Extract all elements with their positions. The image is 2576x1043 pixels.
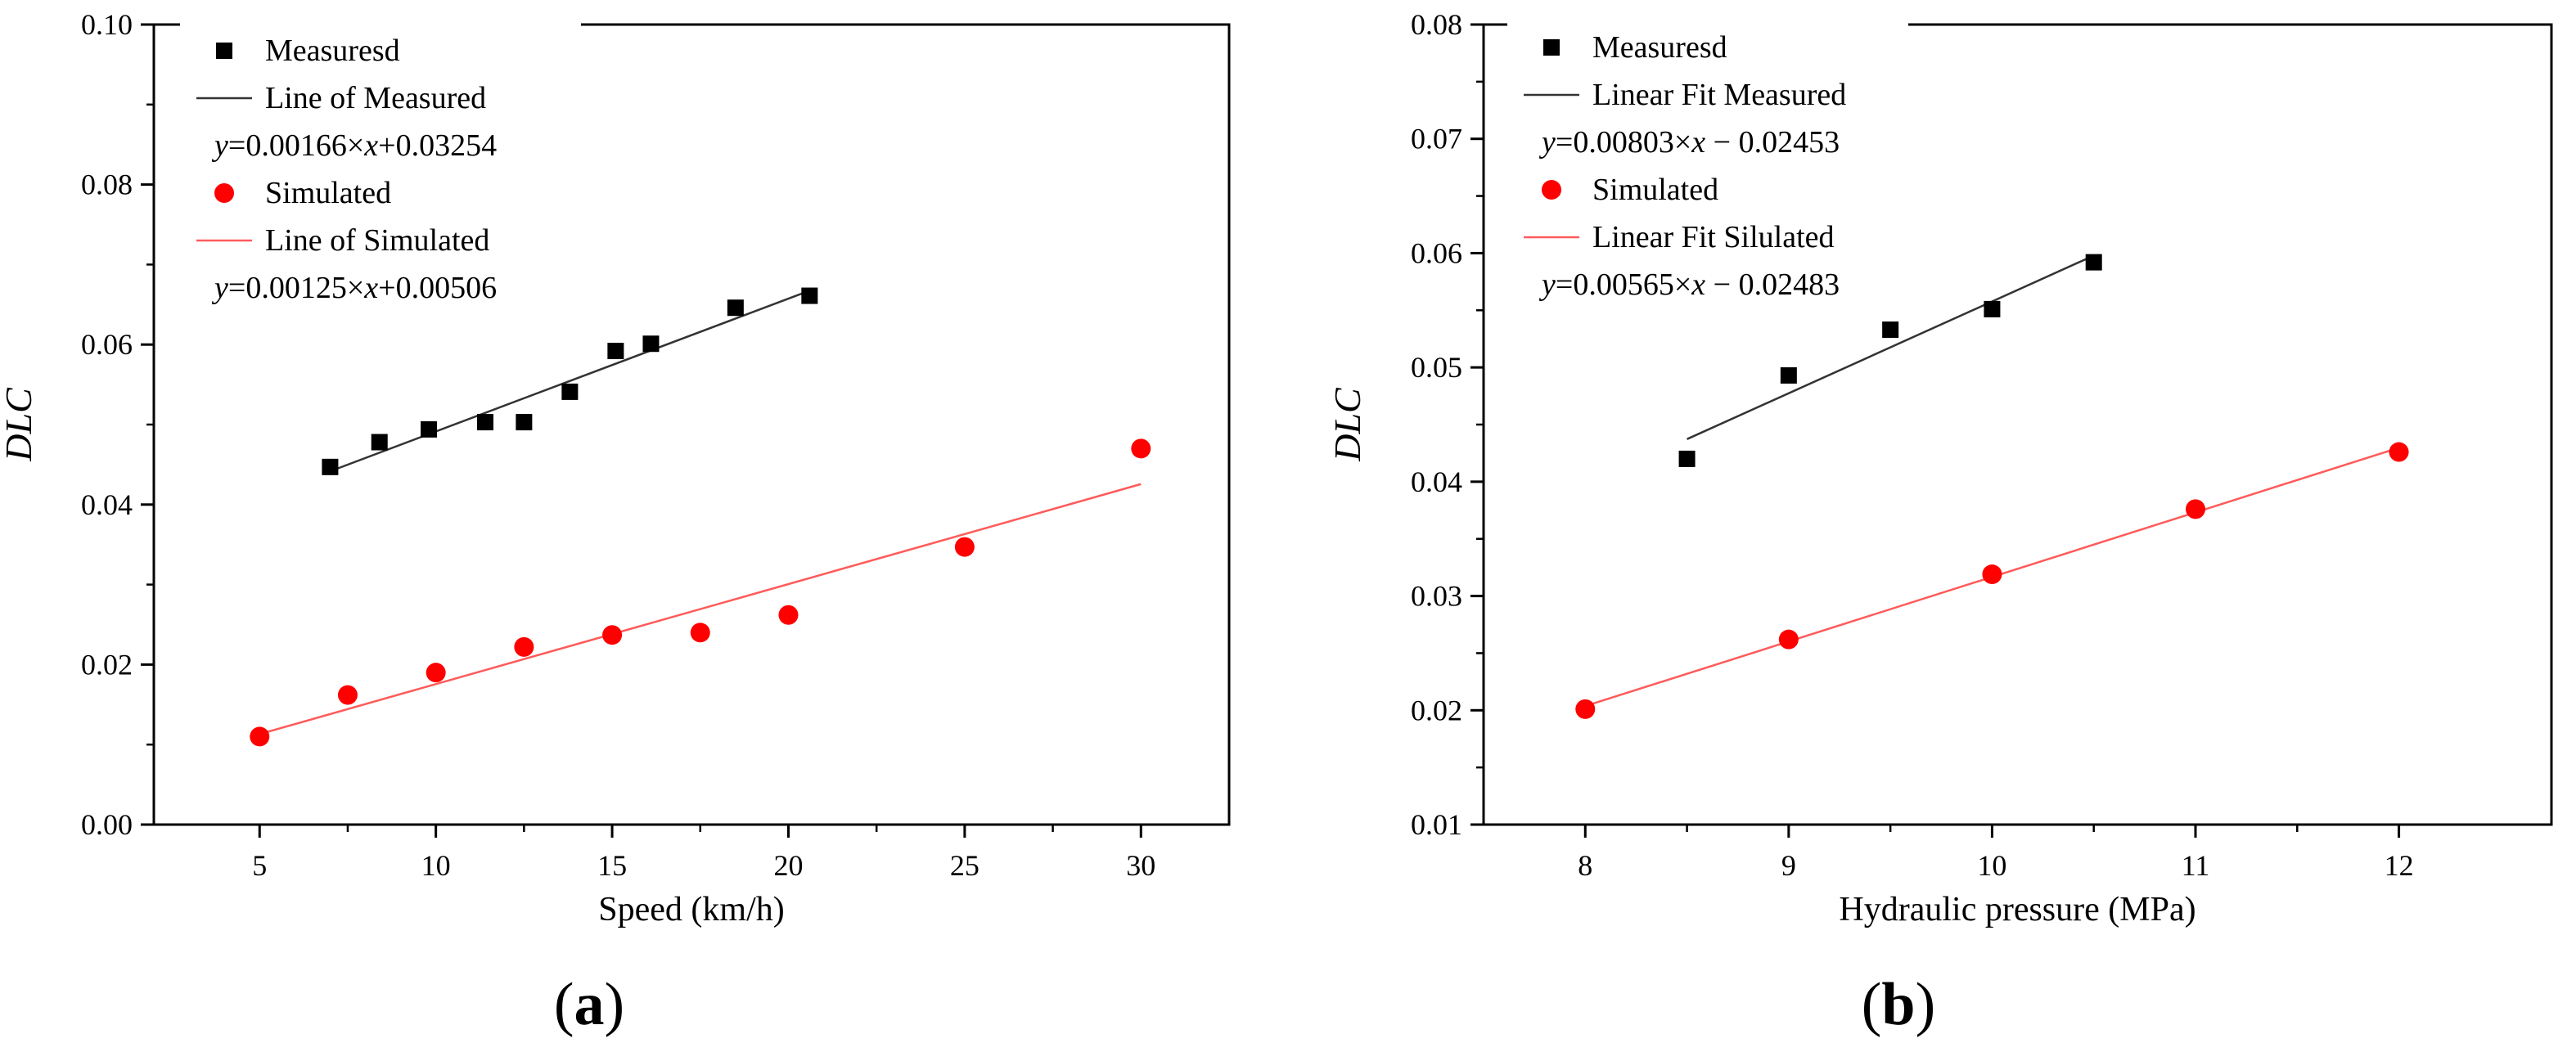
x-tick-label: 12 xyxy=(2385,849,2414,882)
legend-simulated-label: Simulated xyxy=(1592,173,1718,207)
legend-fit-label: Linear Fit Measured xyxy=(1592,78,1846,112)
legend-simulated-marker xyxy=(1542,180,1561,200)
legend-fit-label: Line of Measured xyxy=(265,81,486,115)
simulated-point xyxy=(602,625,623,645)
measured-point xyxy=(607,343,624,360)
simulated-point xyxy=(1778,629,1799,650)
measured-point xyxy=(1882,321,1899,339)
y-tick-label: 0.05 xyxy=(1411,351,1462,384)
legend-simulated-label: Simulated xyxy=(265,176,391,210)
y-tick-label: 0.10 xyxy=(81,8,133,41)
legend-background xyxy=(180,21,581,308)
simulated-point xyxy=(337,685,358,705)
y-tick-label: 0.07 xyxy=(1411,123,1462,155)
legend-measured-label: Measuresd xyxy=(265,34,400,68)
legend-simulated-marker xyxy=(214,183,234,203)
chart-panel-2: 8 9 10 11 12 0.01 0.02 0.03 0.04 0.05 0.06 0.07 0.08… xyxy=(1326,8,2553,1038)
x-tick-label: 5 xyxy=(252,849,267,882)
y-tick-label: 0.08 xyxy=(81,169,133,201)
simulated-point xyxy=(1982,564,2002,585)
measured-fit-line xyxy=(1687,254,2095,440)
measured-point xyxy=(421,420,438,438)
fit-equation: y=0.00125×x+0.00506 xyxy=(211,271,497,305)
measured-point xyxy=(1984,300,2001,317)
y-axis-label: DLC xyxy=(0,387,39,462)
measured-point xyxy=(2085,254,2102,271)
simulated-fit-line xyxy=(259,483,1142,735)
x-tick-label: 20 xyxy=(773,849,803,882)
simulated-point xyxy=(690,623,710,643)
y-tick-label: 0.06 xyxy=(81,328,133,361)
y-tick-label: 0.01 xyxy=(1411,808,1462,841)
y-tick-label: 0.04 xyxy=(81,488,133,521)
x-axis-label: Speed (km/h) xyxy=(598,891,784,928)
measured-point xyxy=(1780,366,1797,384)
fit-equation: y=0.00803×x − 0.02453 xyxy=(1538,125,1840,160)
legend-measured-marker xyxy=(216,43,232,59)
simulated-point xyxy=(1131,438,1151,459)
legend-measured-label: Measuresd xyxy=(1592,30,1727,65)
x-tick-label: 10 xyxy=(1977,849,2006,882)
measured-point xyxy=(1678,450,1696,467)
y-tick-label: 0.08 xyxy=(1411,8,1462,41)
fit-equation: y=0.00166×x+0.03254 xyxy=(211,128,497,163)
legend-background xyxy=(1507,18,1908,304)
x-tick-label: 8 xyxy=(1578,849,1592,882)
x-tick-label: 10 xyxy=(421,849,451,882)
measured-point xyxy=(476,414,493,431)
panel-label: (a) xyxy=(554,971,624,1038)
y-tick-label: 0.04 xyxy=(1411,465,1462,498)
simulated-point xyxy=(778,605,799,625)
x-tick-label: 11 xyxy=(2182,849,2210,882)
chart-panel-1: 5 10 15 20 25 30 0.00 0.02 0.04 0.06 0.08 0.10 Speed… xyxy=(0,8,1231,1038)
measured-point xyxy=(371,434,388,451)
measured-point xyxy=(727,299,744,317)
simulated-point xyxy=(1575,699,1596,719)
simulated-point xyxy=(514,636,534,657)
simulated-point xyxy=(954,537,975,557)
x-tick-label: 15 xyxy=(597,849,627,882)
x-tick-label: 9 xyxy=(1781,849,1796,882)
x-tick-label: 25 xyxy=(950,849,980,882)
legend-fit-label: Linear Fit Silulated xyxy=(1592,220,1835,254)
y-tick-label: 0.00 xyxy=(81,808,133,841)
legend-measured-marker xyxy=(1543,39,1560,56)
measured-point xyxy=(801,287,818,304)
simulated-point xyxy=(426,663,446,683)
measured-point xyxy=(642,335,660,353)
y-tick-label: 0.03 xyxy=(1411,580,1462,613)
measured-point xyxy=(322,458,339,475)
x-tick-label: 30 xyxy=(1126,849,1155,882)
y-tick-label: 0.02 xyxy=(1411,694,1462,726)
x-axis-label: Hydraulic pressure (MPa) xyxy=(1839,891,2195,928)
fit-equation: y=0.00565×x − 0.02483 xyxy=(1538,267,1840,302)
simulated-point xyxy=(2186,499,2205,519)
y-axis-label: DLC xyxy=(1326,387,1368,462)
legend-fit-label: Line of Simulated xyxy=(265,223,489,258)
simulated-point xyxy=(250,726,270,747)
measured-fit-line xyxy=(329,290,810,473)
y-tick-label: 0.06 xyxy=(1411,236,1462,269)
measured-point xyxy=(516,414,533,431)
panel-label: (b) xyxy=(1862,971,1935,1038)
y-tick-label: 0.02 xyxy=(81,648,133,681)
simulated-point xyxy=(2389,442,2409,462)
measured-point xyxy=(561,383,579,400)
